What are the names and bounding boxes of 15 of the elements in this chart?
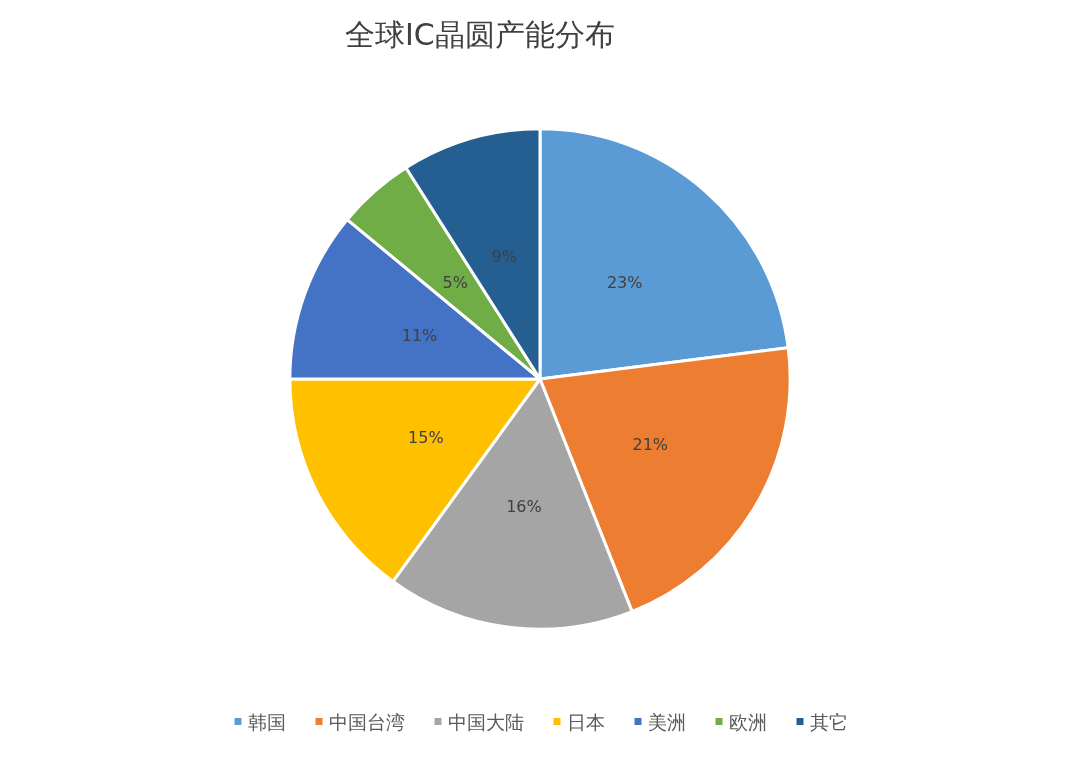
data-label: 16% — [506, 496, 542, 516]
legend-label: 日本 — [566, 710, 605, 733]
data-label: 11% — [401, 326, 438, 346]
legend-label: 美洲 — [647, 710, 686, 733]
data-label: 15% — [408, 427, 444, 447]
data-label: 21% — [632, 434, 669, 454]
legend-label: 中国大陆 — [447, 710, 524, 733]
data-label: 9% — [491, 246, 517, 266]
legend-label: 韩国 — [247, 710, 286, 733]
legend-label: 其它 — [809, 710, 848, 733]
data-label: 5% — [442, 273, 468, 293]
chart-title: 全球IC晶圆产能分布 — [345, 16, 615, 52]
data-label: 23% — [606, 273, 643, 293]
legend-label: 中国台湾 — [328, 710, 405, 733]
legend-label: 欧洲 — [728, 710, 767, 733]
